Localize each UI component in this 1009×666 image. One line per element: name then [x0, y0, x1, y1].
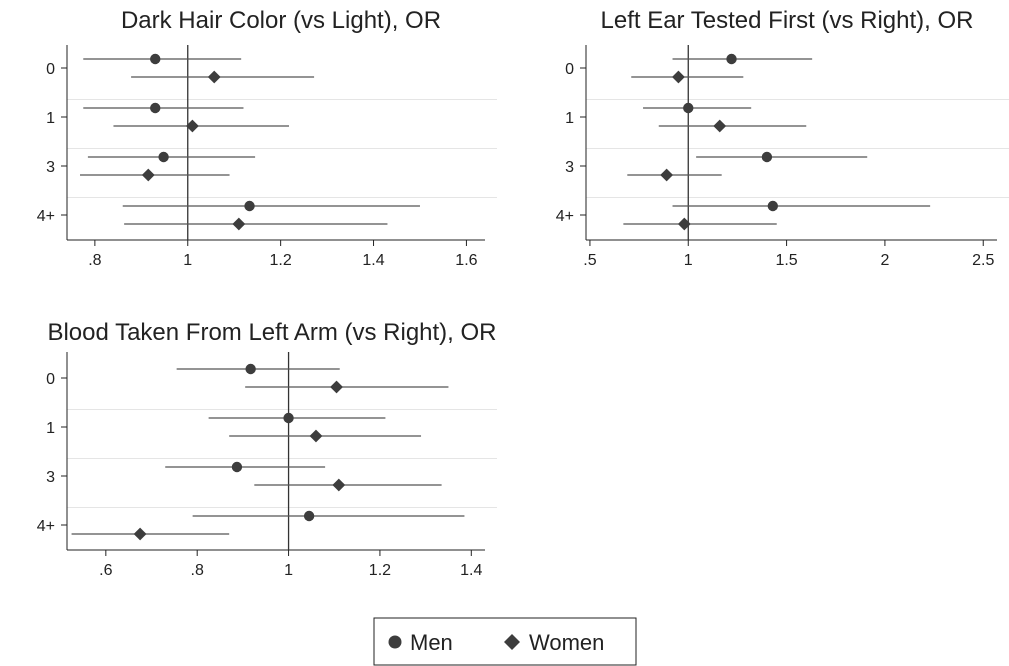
men-point: [231, 461, 243, 473]
legend-women-label: Women: [529, 630, 604, 655]
x-tick-label: 1.4: [460, 562, 482, 579]
chart-panel-2: Left Ear Tested First (vs Right), OR .5 1 1…: [556, 7, 1009, 269]
y-tick-label: 4+: [556, 208, 574, 225]
men-point: [244, 200, 255, 212]
y-tick-label: 4+: [37, 208, 55, 225]
chart-title: Blood Taken From Left Arm (vs Right), OR: [47, 319, 496, 346]
women-point: [186, 119, 199, 133]
chart-panel-3: Blood Taken From Left Arm (vs Right), OR…: [37, 319, 497, 579]
women-point: [332, 478, 346, 492]
women-point: [677, 217, 691, 231]
x-tick-label: 1: [684, 252, 693, 269]
women-point: [309, 429, 323, 443]
women-point: [141, 168, 155, 182]
men-point: [761, 151, 773, 163]
men-point: [150, 53, 161, 65]
chart-title: Dark Hair Color (vs Light), OR: [121, 7, 441, 34]
men-point: [245, 363, 256, 375]
x-tick-label: 1: [284, 562, 293, 579]
men-point: [283, 412, 294, 424]
y-tick-label: 3: [565, 159, 574, 176]
x-tick-label: .6: [99, 562, 112, 579]
legend-women-marker-icon: [504, 634, 520, 650]
x-tick-label: .5: [583, 252, 596, 269]
women-point: [232, 217, 246, 231]
y-tick-label: 3: [46, 469, 55, 486]
men-point: [150, 102, 161, 114]
x-tick-label: 1.6: [455, 252, 477, 269]
x-tick-label: 1.2: [369, 562, 391, 579]
y-tick-label: 4+: [37, 518, 55, 535]
women-point: [672, 70, 685, 84]
legend-men-label: Men: [410, 630, 453, 655]
legend: Men Women: [373, 617, 637, 666]
chart-panel-1: Dark Hair Color (vs Light), OR .8 1 1.2 1.4 1…: [37, 7, 497, 269]
x-tick-label: 1: [183, 252, 192, 269]
women-point: [660, 168, 674, 182]
y-tick-label: 1: [565, 110, 574, 127]
x-tick-label: 1.5: [775, 252, 797, 269]
y-tick-label: 3: [46, 159, 55, 176]
x-tick-label: 1.4: [362, 252, 384, 269]
women-point: [330, 380, 343, 394]
legend-men-marker-icon: [388, 635, 402, 649]
y-tick-label: 1: [46, 420, 55, 437]
x-tick-label: .8: [191, 562, 204, 579]
women-point: [133, 527, 147, 541]
x-tick-label: 2: [880, 252, 889, 269]
men-point: [303, 510, 315, 522]
chart-title: Left Ear Tested First (vs Right), OR: [601, 7, 974, 34]
men-point: [683, 102, 694, 114]
men-point: [158, 151, 169, 163]
men-point: [767, 200, 779, 212]
y-tick-label: 0: [46, 61, 55, 78]
women-point: [207, 70, 221, 84]
y-tick-label: 0: [46, 371, 55, 388]
x-tick-label: 2.5: [972, 252, 994, 269]
x-tick-label: .8: [88, 252, 101, 269]
y-tick-label: 1: [46, 110, 55, 127]
women-point: [713, 119, 727, 133]
x-tick-label: 1.2: [270, 252, 292, 269]
men-point: [726, 53, 737, 65]
y-tick-label: 0: [565, 61, 574, 78]
